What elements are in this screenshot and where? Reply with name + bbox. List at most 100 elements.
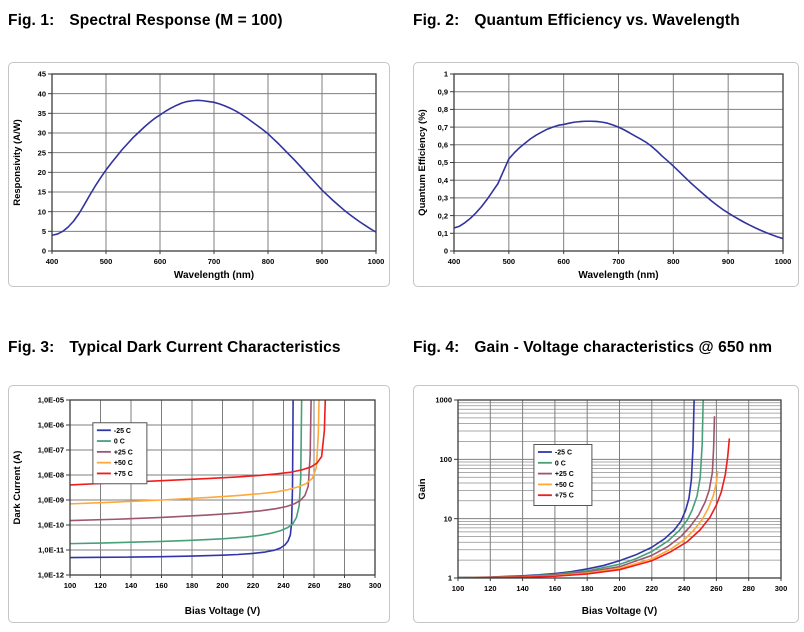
legend-label: +25 C xyxy=(555,471,574,478)
y-axis-title: Dark Current (A) xyxy=(12,451,23,525)
y-tick-label: 1,0E-09 xyxy=(38,496,64,505)
y-tick-label: 0,5 xyxy=(438,158,448,167)
gridlines xyxy=(453,73,784,252)
figure-4-name: Gain - Voltage characteristics @ 650 nm xyxy=(474,339,773,356)
x-tick-label: 1000 xyxy=(775,257,792,266)
chart-canvas: 400 500 600 700 800 900 1000 0 0,1 0,2 0,3 0,4 0,5 0,… xyxy=(417,70,792,281)
legend-label: 0 C xyxy=(114,439,125,446)
figure-2-name: Quantum Efficiency vs. Wavelength xyxy=(474,12,740,29)
y-axis-title: Quantum Efficiency (%) xyxy=(417,109,428,216)
x-tick-label: 100 xyxy=(64,581,77,590)
x-tick-label: 140 xyxy=(125,581,138,590)
y-tick-label: 1,0E-11 xyxy=(38,546,64,555)
series-line-+75-c xyxy=(458,438,731,578)
y-tick-label: 1,0E-05 xyxy=(38,396,64,405)
x-tick-label: 220 xyxy=(646,584,659,593)
y-tick-label: 40 xyxy=(38,89,46,98)
dark-current-chart: 100 120 140 160 180 200 220 240 260 280 300 1,0E-12… xyxy=(8,385,390,623)
x-tick-label: 180 xyxy=(581,584,594,593)
series-line--25-c xyxy=(70,400,294,559)
series-line-quantum-efficiency xyxy=(454,120,783,240)
legend-label: +50 C xyxy=(114,460,133,467)
x-tick-label: 220 xyxy=(247,581,260,590)
series-line-+50-c xyxy=(70,400,320,505)
x-tick-label: 180 xyxy=(186,581,199,590)
y-tick-label: 10 xyxy=(38,207,46,216)
y-tick-label: 0,3 xyxy=(438,194,448,203)
x-tick-label: 260 xyxy=(308,581,321,590)
series-group xyxy=(52,99,376,237)
x-axis-title: Wavelength (nm) xyxy=(578,270,658,281)
series-line-0-c xyxy=(70,400,303,545)
y-tick-label: 0,4 xyxy=(438,176,449,185)
x-tick-label: 120 xyxy=(484,584,497,593)
y-tick-label: 1,0E-08 xyxy=(38,471,64,480)
figure-3-name: Typical Dark Current Characteristics xyxy=(69,339,341,356)
x-tick-label: 140 xyxy=(516,584,529,593)
figure-3-label: Fig. 3: xyxy=(8,339,55,356)
figure-4-title: Fig. 4: Gain - Voltage characteristics @… xyxy=(413,339,772,357)
y-tick-label: 1 xyxy=(444,70,448,79)
legend-label: -25 C xyxy=(114,428,131,435)
figure-4-label: Fig. 4: xyxy=(413,339,460,356)
series-group xyxy=(70,400,327,559)
legend-label: -25 C xyxy=(555,450,572,457)
figure-2-title: Fig. 2: Quantum Efficiency vs. Wavelengt… xyxy=(413,12,740,30)
x-tick-label: 400 xyxy=(448,257,461,266)
series-group xyxy=(454,120,783,240)
y-tick-label: 25 xyxy=(38,148,46,157)
y-tick-label: 1 xyxy=(448,574,452,583)
x-tick-label: 160 xyxy=(549,584,562,593)
y-tick-label: 30 xyxy=(38,129,46,138)
figure-1-name: Spectral Response (M = 100) xyxy=(69,12,283,29)
x-tick-label: 280 xyxy=(338,581,351,590)
y-tick-label: 45 xyxy=(38,70,46,79)
spectral-response-chart: 400 500 600 700 800 900 1000 0 5 10 15 20 25 30 35 40 45… xyxy=(8,62,390,287)
x-tick-label: 300 xyxy=(775,584,788,593)
x-tick-label: 900 xyxy=(316,257,329,266)
y-tick-label: 0,2 xyxy=(438,211,448,220)
x-tick-label: 600 xyxy=(154,257,167,266)
x-tick-label: 1000 xyxy=(368,257,385,266)
legend-label: +75 C xyxy=(555,493,574,500)
gain-voltage-chart: 100 120 140 160 180 200 220 240 260 280 300 1 10 100 1… xyxy=(413,385,799,623)
y-tick-label: 1,0E-06 xyxy=(38,421,64,430)
x-tick-label: 240 xyxy=(678,584,691,593)
y-tick-label: 15 xyxy=(38,188,46,197)
series-line-+75-c xyxy=(70,400,327,486)
y-tick-label: 1,0E-12 xyxy=(38,571,64,580)
legend: -25 C 0 C +25 C +50 C +75 C xyxy=(533,444,593,506)
quantum-efficiency-chart: 400 500 600 700 800 900 1000 0 0,1 0,2 0,3 0,4 0,5 0,… xyxy=(413,62,799,287)
x-axis-title: Bias Voltage (V) xyxy=(582,606,657,617)
gridlines xyxy=(457,399,782,579)
x-tick-label: 700 xyxy=(208,257,221,266)
y-axis-title: Gain xyxy=(417,478,428,499)
x-tick-label: 700 xyxy=(612,257,625,266)
x-tick-label: 280 xyxy=(742,584,755,593)
y-tick-label: 0,6 xyxy=(438,141,448,150)
x-tick-label: 900 xyxy=(722,257,735,266)
gridlines xyxy=(51,73,377,252)
y-tick-label: 0 xyxy=(42,247,46,256)
x-tick-label: 800 xyxy=(667,257,680,266)
y-tick-label: 35 xyxy=(38,109,46,118)
x-tick-label: 500 xyxy=(503,257,516,266)
y-tick-label: 1,0E-07 xyxy=(38,446,64,455)
x-tick-label: 240 xyxy=(277,581,290,590)
x-tick-label: 120 xyxy=(94,581,107,590)
figure-1-label: Fig. 1: xyxy=(8,12,55,29)
x-tick-label: 500 xyxy=(100,257,113,266)
legend-label: +75 C xyxy=(114,471,133,478)
x-tick-label: 100 xyxy=(452,584,465,593)
y-tick-label: 1000 xyxy=(435,396,452,405)
y-tick-label: 10 xyxy=(444,514,452,523)
chart-canvas: 100 120 140 160 180 200 220 240 260 280 300 1 10 100 1… xyxy=(417,396,788,617)
legend-label: +50 C xyxy=(555,482,574,489)
y-tick-label: 1,0E-10 xyxy=(38,521,64,530)
figure-2-label: Fig. 2: xyxy=(413,12,460,29)
legend: -25 C 0 C +25 C +50 C +75 C xyxy=(92,422,148,485)
figure-1-title: Fig. 1: Spectral Response (M = 100) xyxy=(8,12,283,30)
x-tick-label: 300 xyxy=(369,581,382,590)
series-line-responsivity xyxy=(52,99,376,237)
series-line-+25-c xyxy=(70,400,312,522)
